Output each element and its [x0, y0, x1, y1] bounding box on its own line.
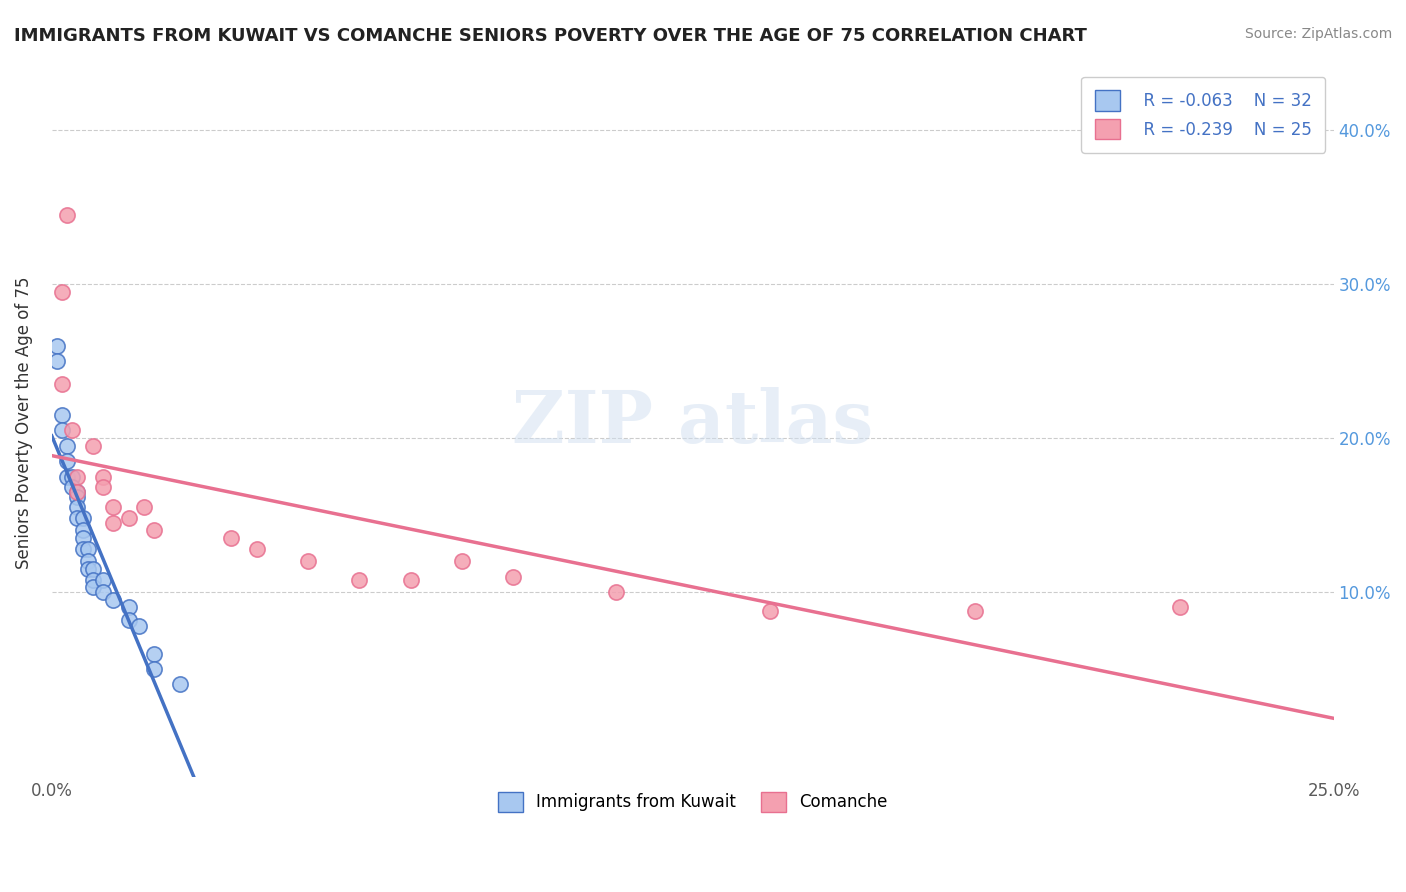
Point	[91, 573, 114, 587]
Point	[56, 454, 79, 468]
Point	[60, 469, 83, 483]
Point	[91, 585, 114, 599]
Point	[72, 524, 94, 538]
Point	[56, 469, 79, 483]
Point	[963, 603, 986, 617]
Point	[82, 573, 104, 587]
Point	[118, 613, 141, 627]
Point	[451, 554, 474, 568]
Text: IMMIGRANTS FROM KUWAIT VS COMANCHE SENIORS POVERTY OVER THE AGE OF 75 CORRELATIO: IMMIGRANTS FROM KUWAIT VS COMANCHE SENIO…	[14, 27, 1087, 45]
Point	[60, 480, 83, 494]
Point	[72, 511, 94, 525]
Point	[91, 480, 114, 494]
Point	[72, 531, 94, 545]
Point	[66, 485, 89, 500]
Point	[349, 573, 371, 587]
Point	[66, 511, 89, 525]
Point	[246, 541, 269, 556]
Point	[56, 208, 79, 222]
Point	[60, 424, 83, 438]
Point	[91, 469, 114, 483]
Point	[118, 511, 141, 525]
Point	[103, 516, 125, 530]
Point	[143, 647, 166, 661]
Point	[51, 408, 73, 422]
Point	[132, 500, 155, 515]
Text: ZIP atlas: ZIP atlas	[512, 387, 873, 458]
Point	[76, 562, 98, 576]
Point	[103, 592, 125, 607]
Point	[103, 500, 125, 515]
Point	[82, 562, 104, 576]
Point	[66, 500, 89, 515]
Text: Source: ZipAtlas.com: Source: ZipAtlas.com	[1244, 27, 1392, 41]
Point	[758, 603, 780, 617]
Point	[219, 531, 242, 545]
Point	[143, 524, 166, 538]
Point	[128, 619, 150, 633]
Point	[51, 424, 73, 438]
Legend: Immigrants from Kuwait, Comanche: Immigrants from Kuwait, Comanche	[485, 778, 901, 825]
Point	[297, 554, 319, 568]
Point	[605, 585, 627, 599]
Point	[118, 600, 141, 615]
Point	[169, 677, 191, 691]
Point	[66, 490, 89, 504]
Point	[1168, 600, 1191, 615]
Y-axis label: Seniors Poverty Over the Age of 75: Seniors Poverty Over the Age of 75	[15, 277, 32, 569]
Point	[66, 485, 89, 500]
Point	[45, 339, 67, 353]
Point	[143, 662, 166, 676]
Point	[502, 570, 524, 584]
Point	[51, 285, 73, 299]
Point	[82, 439, 104, 453]
Point	[45, 354, 67, 368]
Point	[66, 469, 89, 483]
Point	[76, 554, 98, 568]
Point	[72, 541, 94, 556]
Point	[56, 439, 79, 453]
Point	[399, 573, 422, 587]
Point	[76, 541, 98, 556]
Point	[51, 377, 73, 392]
Point	[82, 581, 104, 595]
